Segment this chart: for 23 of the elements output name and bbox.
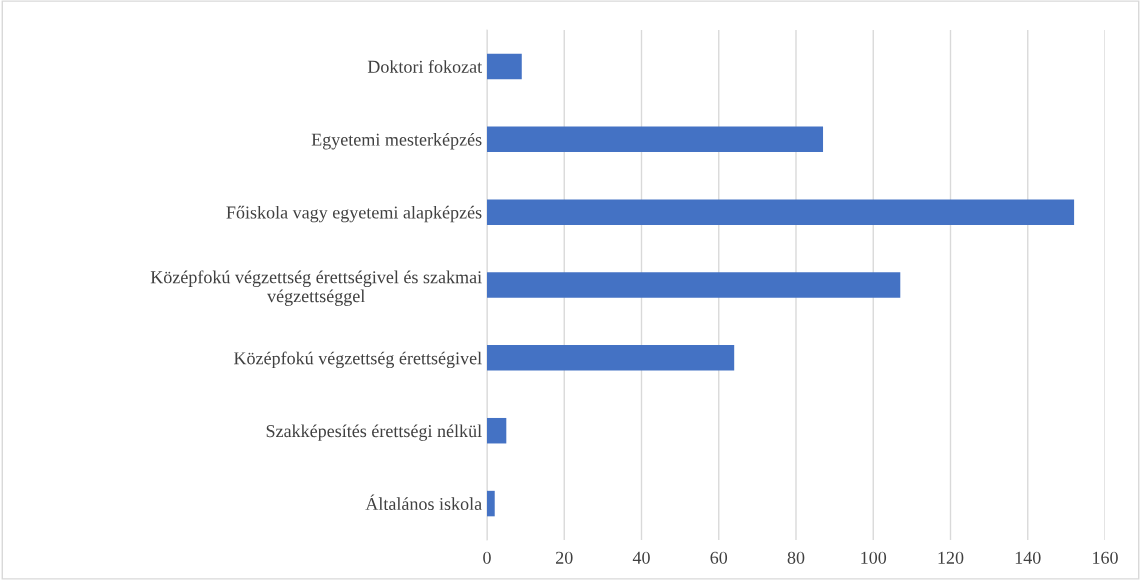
bar — [487, 417, 507, 444]
y-tick-label: Középfokú végzettség érettségivel — [233, 351, 482, 369]
bar — [487, 126, 824, 153]
y-tick-label: Általános iskola — [365, 494, 482, 511]
x-tick-label: 40 — [632, 551, 650, 564]
y-tick-label: Egyetemi mesterképzés — [311, 133, 482, 150]
x-tick-label: 0 — [483, 551, 491, 564]
bar — [487, 53, 522, 80]
x-tick-label: 80 — [787, 551, 805, 564]
bar — [487, 490, 495, 517]
y-tick-label: Középfokú végzettség érettségivel és szakmai végzettséggel — [150, 270, 482, 306]
x-tick-label: 20 — [556, 551, 573, 564]
y-tick-label: Szakképesítés érettségi nélkül — [266, 424, 482, 441]
x-tick-label: 60 — [710, 551, 728, 564]
x-tick-label: 120 — [938, 551, 964, 564]
bar — [487, 272, 901, 298]
x-tick-label: 100 — [861, 551, 887, 564]
bar — [487, 345, 735, 371]
x-tick-label: 160 — [1093, 551, 1118, 564]
x-tick-label: 140 — [1015, 551, 1041, 564]
y-tick-label: Doktori fokozat — [367, 59, 483, 73]
bar — [487, 199, 1075, 225]
y-tick-label: Főiskola vagy egyetemi alapképzés — [226, 205, 482, 223]
